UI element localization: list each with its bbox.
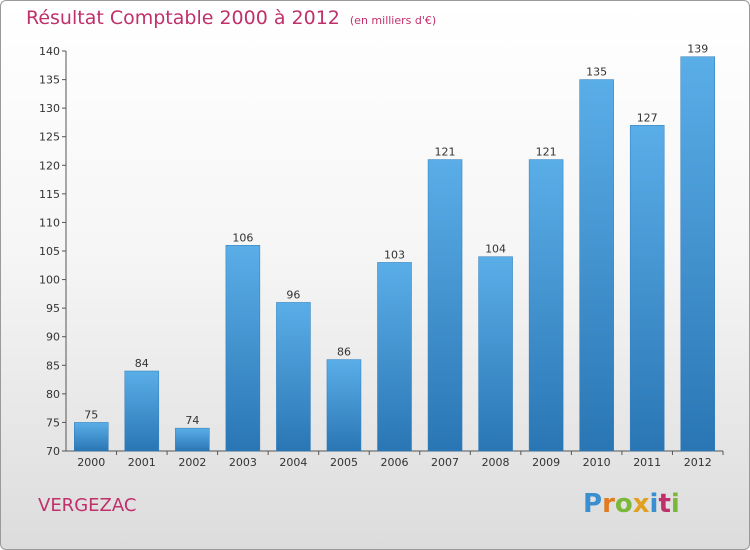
bar <box>377 262 412 452</box>
y-tick-label: 140 <box>39 45 60 58</box>
bar <box>579 79 614 452</box>
x-tick-label: 2001 <box>128 456 156 469</box>
y-tick-label: 135 <box>39 74 60 87</box>
y-tick-label: 80 <box>46 388 60 401</box>
x-tick-label: 2000 <box>77 456 105 469</box>
x-tick-label: 2012 <box>684 456 712 469</box>
data-label: 139 <box>687 43 708 56</box>
x-tick-label: 2005 <box>330 456 358 469</box>
bar <box>276 302 311 452</box>
bar <box>175 427 210 452</box>
chart-subtitle: (en milliers d'€) <box>349 14 437 27</box>
bar <box>124 370 160 452</box>
x-tick-label: 2009 <box>532 456 560 469</box>
logo-letter: r <box>602 489 615 519</box>
title-text: Résultat Comptable 2000 à 2012 <box>26 7 340 29</box>
y-tick-label: 130 <box>39 102 60 115</box>
data-label: 86 <box>337 346 351 359</box>
data-label: 104 <box>485 243 506 256</box>
x-tick-label: 2004 <box>279 456 307 469</box>
logo-letter: i <box>670 489 680 519</box>
data-label: 121 <box>536 146 557 159</box>
logo-letter: x <box>632 489 650 519</box>
data-label: 135 <box>586 66 607 79</box>
y-tick-label: 105 <box>39 245 60 258</box>
bar <box>225 245 261 452</box>
y-tick-label: 125 <box>39 131 60 144</box>
y-tick-label: 110 <box>39 216 60 229</box>
logo-letter: i <box>649 489 659 519</box>
x-tick-label: 2010 <box>583 456 611 469</box>
y-tick-label: 100 <box>39 274 60 287</box>
y-tick-label: 120 <box>39 159 60 172</box>
x-tick-label: 2011 <box>633 456 661 469</box>
y-tick-label: 75 <box>46 416 60 429</box>
bar <box>528 159 564 452</box>
bar <box>74 422 109 452</box>
x-tick-label: 2008 <box>482 456 510 469</box>
y-tick-label: 70 <box>46 445 60 458</box>
data-label: 96 <box>286 288 300 301</box>
logo-letter: o <box>614 489 633 519</box>
bar <box>680 56 715 452</box>
data-label: 75 <box>84 408 98 421</box>
logo-letter: P <box>583 489 603 519</box>
data-label: 84 <box>135 357 149 370</box>
bars-group <box>74 56 715 452</box>
bar <box>629 125 665 452</box>
x-tick-label: 2007 <box>431 456 459 469</box>
x-tick-label: 2002 <box>178 456 206 469</box>
x-tick-label: 2006 <box>381 456 409 469</box>
bar <box>427 159 463 452</box>
y-tick-label: 95 <box>46 302 60 315</box>
bar <box>326 359 362 452</box>
proxiti-logo[interactable]: Proxiti <box>583 489 680 519</box>
data-label: 106 <box>232 231 253 244</box>
data-label: 121 <box>435 146 456 159</box>
data-label: 74 <box>185 414 199 427</box>
y-tick-label: 90 <box>46 331 60 344</box>
bar <box>478 256 513 452</box>
x-tick-label: 2003 <box>229 456 257 469</box>
data-label: 103 <box>384 248 405 261</box>
logo-letter: t <box>658 489 671 519</box>
labels-group: 75 2000 84 2001 74 2002 106 2003 96 2004 86 2005 103… <box>77 43 711 469</box>
chart-title: Résultat Comptable 2000 à 2012 (en millie… <box>26 7 436 29</box>
data-label: 127 <box>637 111 658 124</box>
y-tick-label: 115 <box>39 188 60 201</box>
commune-name: VERGEZAC <box>38 495 137 516</box>
y-tick-label: 85 <box>46 359 60 372</box>
